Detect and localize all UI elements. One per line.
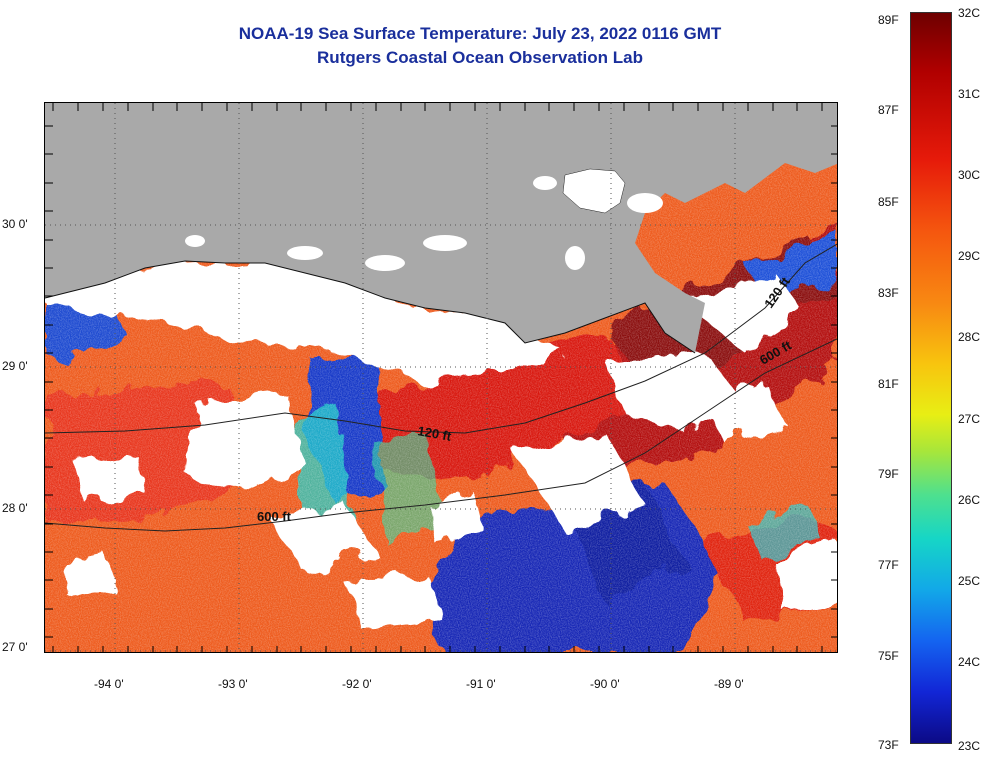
- colorbar-fahrenheit-label: 75F: [878, 649, 899, 663]
- lake: [185, 235, 205, 247]
- lake: [565, 246, 585, 270]
- colorbar-celsius-label: 26C: [958, 493, 981, 507]
- contour-label: 600 ft: [257, 509, 292, 524]
- colorbar-celsius-label: 29C: [958, 249, 981, 263]
- colorbar-fahrenheit-label: 85F: [878, 195, 899, 209]
- colorbar-fahrenheit-label: 87F: [878, 103, 899, 117]
- contour-label: 120 ft: [416, 423, 453, 444]
- contour-120ft: [45, 243, 837, 434]
- coastline-land: [45, 103, 837, 353]
- latitude-label: 29 0': [2, 359, 28, 373]
- longitude-label: -89 0': [714, 677, 744, 691]
- longitude-label: -93 0': [218, 677, 248, 691]
- colorbar-celsius-label: 31C: [958, 87, 981, 101]
- coastline-outline: [45, 260, 696, 354]
- colorbar-celsius-label: 24C: [958, 655, 981, 669]
- lake: [562, 168, 626, 214]
- latitude-label: 28 0': [2, 501, 28, 515]
- map-subtitle: Rutgers Coastal Ocean Observation Lab: [317, 48, 643, 67]
- colorbar-fahrenheit-label: 81F: [878, 377, 899, 391]
- lake: [533, 176, 557, 190]
- latitude-label: 27 0': [2, 640, 28, 654]
- longitude-label: -92 0': [342, 677, 372, 691]
- longitude-label: -94 0': [94, 677, 124, 691]
- lake: [287, 246, 323, 260]
- colorbar-fahrenheit-label: 77F: [878, 558, 899, 572]
- lake: [423, 235, 467, 251]
- colorbar-celsius-label: 27C: [958, 412, 981, 426]
- contour-600ft: [45, 338, 837, 532]
- colorbar-celsius-label: 23C: [958, 739, 981, 753]
- lake: [627, 193, 663, 213]
- colorbar-fahrenheit-label: 83F: [878, 286, 899, 300]
- temperature-colorbar: [910, 12, 952, 744]
- longitude-label: -90 0': [590, 677, 620, 691]
- colorbar-celsius-label: 30C: [958, 168, 981, 182]
- colorbar-fahrenheit-label: 73F: [878, 738, 899, 752]
- colorbar-fahrenheit-label: 79F: [878, 467, 899, 481]
- sst-map-canvas: 120 ft 600 ft 600 ft 120 ft: [45, 103, 837, 652]
- latitude-label: 30 0': [2, 217, 28, 231]
- colorbar-celsius-label: 25C: [958, 574, 981, 588]
- colorbar-fahrenheit-label: 89F: [878, 13, 899, 27]
- graticule: [45, 103, 837, 652]
- longitude-label: -91 0': [466, 677, 496, 691]
- map-title: NOAA-19 Sea Surface Temperature: July 23…: [238, 24, 722, 43]
- axis-ticks: [45, 103, 837, 652]
- sst-map: 120 ft 600 ft 600 ft 120 ft: [44, 102, 838, 653]
- colorbar-celsius-label: 28C: [958, 330, 981, 344]
- colorbar-celsius-label: 32C: [958, 6, 981, 20]
- lake: [365, 255, 405, 271]
